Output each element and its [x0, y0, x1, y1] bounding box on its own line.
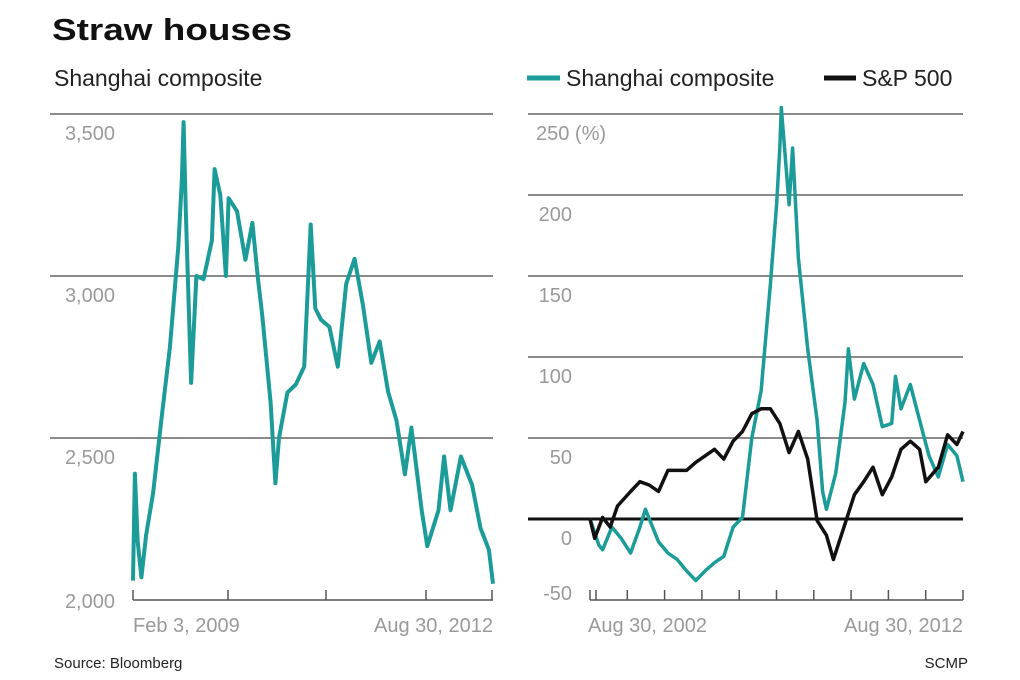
right-y-tick-label: 200: [539, 204, 572, 226]
source-note: Source: Bloomberg: [54, 655, 182, 672]
right-x-tick-label-start: Aug 30, 2002: [588, 615, 707, 637]
left-chart: 3,500 3,000 2,500 2,000 Feb 3, 2009 Aug 30,…: [50, 113, 495, 637]
legend-label-shanghai: Shanghai composite: [566, 65, 774, 91]
left-x-tick-label-start: Feb 3, 2009: [133, 615, 240, 637]
left-y-tick-label: 3,000: [65, 285, 115, 307]
credit: SCMP: [925, 655, 968, 672]
left-y-tick-label: 2,500: [65, 447, 115, 469]
left-y-tick-label: 3,500: [65, 123, 115, 145]
right-y-tick-label: 0: [561, 528, 572, 550]
legend-label-sp500: S&P 500: [862, 65, 952, 91]
figure-title: Straw houses: [52, 12, 292, 47]
right-y-tick-label: 250 (%): [536, 123, 606, 145]
right-y-tick-label: 50: [550, 447, 572, 469]
right-y-tick-label: 100: [539, 366, 572, 388]
right-x-tick-label-end: Aug 30, 2012: [844, 615, 963, 637]
right-chart: 250 (%) 200 150 100 50 0 -50 Aug 30, 2002 Aug …: [528, 105, 965, 637]
left-x-tick-label-end: Aug 30, 2012: [374, 615, 493, 637]
left-chart-title: Shanghai composite: [54, 65, 262, 91]
right-series-line-sp500: [588, 407, 965, 562]
left-series-line-shanghai: [131, 120, 495, 585]
right-y-tick-label: -50: [543, 583, 572, 605]
right-y-tick-label: 150: [539, 285, 572, 307]
legend: Shanghai composite S&P 500: [527, 65, 952, 91]
right-series-line-shanghai: [588, 105, 965, 583]
left-y-tick-label: 2,000: [65, 591, 115, 613]
